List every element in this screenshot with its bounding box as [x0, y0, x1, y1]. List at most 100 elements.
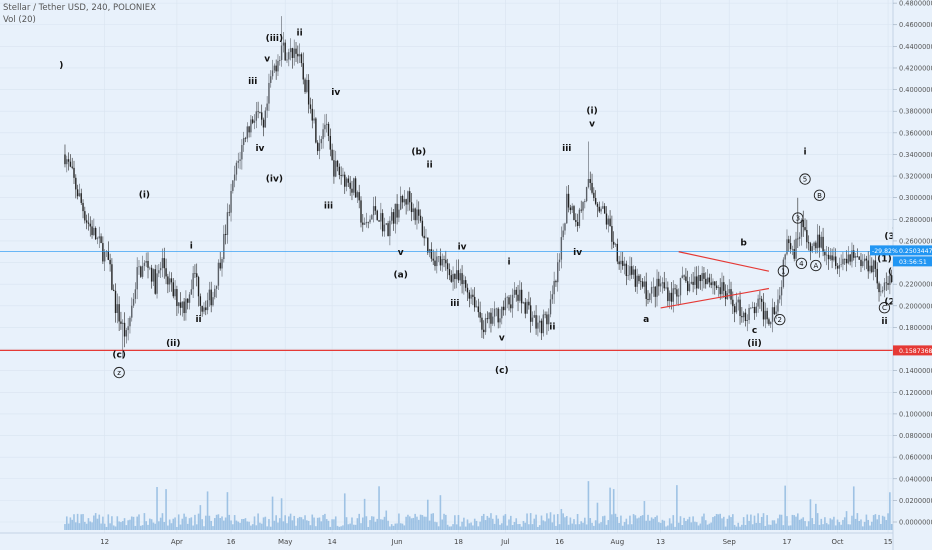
candle-body: [777, 299, 779, 312]
chart-title: Stellar / Tether USD, 240, POLONIEX: [3, 3, 156, 13]
volume-bar: [107, 514, 110, 530]
candle-body: [192, 273, 194, 290]
candle-body: [591, 182, 593, 193]
volume-bar: [502, 515, 505, 530]
candle-body: [569, 207, 572, 211]
volume-bar: [188, 518, 191, 530]
volume-bar: [288, 516, 290, 530]
volume-bar: [858, 520, 860, 530]
volume-bar: [416, 516, 418, 530]
volume-bar: [818, 524, 821, 530]
volume-bar: [495, 515, 498, 530]
volume-bar: [724, 526, 727, 530]
candle-body: [650, 287, 653, 294]
candle-body: [67, 159, 70, 162]
candle-body: [232, 180, 234, 191]
candle-body: [131, 305, 133, 318]
wave-label: (c): [112, 351, 126, 361]
volume-bar: [374, 521, 377, 530]
wave-label: iii: [450, 299, 459, 309]
candle-body: [170, 278, 173, 283]
volume-bar: [226, 492, 229, 530]
volume-bar: [251, 524, 254, 530]
candle-body: [548, 314, 550, 325]
candle-body: [252, 119, 254, 123]
candle-body: [149, 267, 151, 269]
volume-bar: [472, 525, 474, 530]
candle-body: [687, 281, 689, 292]
candle-body: [140, 266, 142, 277]
candle-body: [761, 298, 763, 302]
candle-body: [566, 193, 568, 224]
candle-body: [780, 286, 783, 296]
candle-body: [353, 178, 355, 193]
candle-body: [795, 238, 797, 259]
wave-label: ii: [549, 323, 555, 333]
volume-bar: [513, 522, 516, 530]
candle-body: [844, 258, 846, 260]
volume-bar: [777, 518, 779, 530]
volume-bar: [721, 518, 723, 530]
candle-body: [365, 221, 368, 224]
candle-body: [338, 166, 341, 176]
candle-body: [782, 259, 785, 287]
volume-bar: [854, 518, 857, 530]
candle-body: [84, 211, 86, 221]
volume-bar: [459, 526, 462, 530]
volume-bar: [464, 526, 467, 530]
volume-bar: [842, 519, 844, 530]
volume-bar: [537, 526, 539, 530]
volume-bar: [806, 526, 808, 530]
volume-bar: [421, 515, 424, 530]
volume-bar: [798, 519, 801, 530]
volume-bar: [407, 514, 409, 530]
candle-body: [430, 249, 433, 259]
candle-body: [474, 296, 476, 308]
candle-body: [652, 286, 655, 288]
candle-body: [798, 236, 801, 239]
volume-bar: [874, 514, 877, 530]
volume-bar: [621, 525, 624, 530]
wave-label: 3: [796, 214, 800, 222]
volume-bar: [417, 519, 420, 530]
candle-body: [582, 202, 584, 211]
volume-bar: [430, 513, 433, 530]
volume-bar: [454, 515, 456, 530]
candle-body: [71, 166, 73, 168]
volume-bar: [96, 518, 99, 530]
candle-body: [66, 159, 68, 165]
candle-body: [492, 316, 494, 324]
price-axis-panel[interactable]: [893, 0, 932, 550]
volume-bar: [547, 518, 550, 530]
volume-bar: [284, 515, 286, 530]
candle-body: [264, 110, 267, 128]
volume-bar: [461, 521, 463, 530]
candle-body: [811, 246, 813, 252]
volume-bar: [517, 524, 519, 530]
candle-body: [405, 199, 407, 205]
volume-bar: [481, 515, 483, 530]
candle-body: [89, 223, 91, 227]
candle-body: [113, 289, 115, 291]
candle-body: [869, 265, 871, 272]
candle-body: [233, 174, 236, 181]
candle-body: [744, 312, 747, 321]
volume-bar: [650, 517, 653, 530]
wave-label: A: [813, 262, 818, 270]
candle-body: [336, 160, 339, 167]
candle-body: [315, 118, 317, 143]
volume-indicator-label[interactable]: Vol (20): [3, 15, 36, 25]
volume-bar: [504, 514, 507, 530]
volume-bar: [638, 517, 640, 530]
candle-body: [833, 256, 835, 261]
volume-bar: [751, 524, 754, 530]
candle-body: [412, 208, 415, 213]
volume-bar: [84, 521, 86, 530]
volume-bar: [807, 521, 810, 530]
volume-bar: [327, 520, 330, 530]
candle-body: [246, 126, 248, 139]
candle-body: [889, 275, 891, 285]
candle-body: [594, 198, 597, 204]
candle-body: [120, 321, 122, 324]
